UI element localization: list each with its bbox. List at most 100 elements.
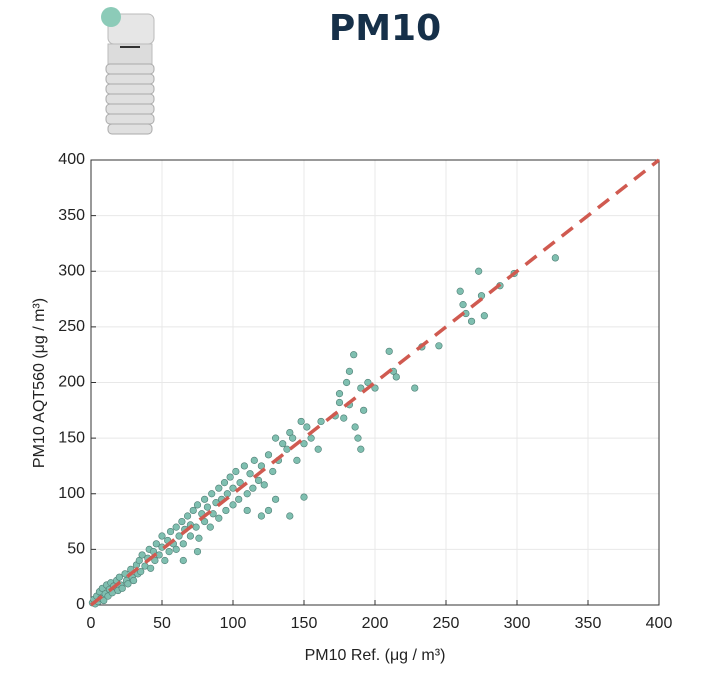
point [235, 495, 243, 503]
point [175, 532, 183, 540]
x-tick-label: 200 [362, 615, 389, 632]
point [456, 287, 464, 295]
point [297, 417, 305, 426]
point [264, 451, 273, 459]
y-tick-label: 250 [58, 318, 85, 335]
point [222, 506, 230, 515]
point [269, 467, 277, 476]
point [459, 301, 467, 309]
y-tick-label: 200 [58, 374, 85, 391]
point [152, 540, 160, 548]
plot-frame [90, 159, 660, 606]
point [158, 532, 166, 540]
point [208, 490, 216, 498]
point [240, 462, 248, 470]
point [350, 351, 358, 359]
point [137, 568, 145, 576]
point [201, 495, 209, 503]
point [257, 512, 266, 520]
x-tick-label: 400 [646, 615, 673, 632]
point [303, 423, 311, 431]
point [343, 378, 351, 387]
y-tick-label: 400 [58, 151, 85, 168]
point [467, 317, 476, 325]
point [193, 501, 202, 509]
point [279, 440, 287, 448]
point [118, 584, 126, 592]
x-tick-label: 150 [291, 615, 318, 632]
y-axis-label: PM10 AQT560 (μg / m³) [31, 298, 48, 468]
point [345, 367, 354, 375]
point [335, 398, 344, 407]
point [243, 490, 251, 498]
point [289, 434, 297, 442]
chart-title: PM10 [329, 8, 441, 49]
point [475, 267, 483, 275]
point [246, 470, 254, 478]
point [193, 547, 202, 556]
point [201, 517, 209, 526]
point [283, 445, 291, 453]
point [166, 527, 175, 536]
point [183, 512, 192, 520]
point [260, 481, 268, 489]
point [307, 434, 315, 442]
point [351, 423, 359, 431]
point [411, 384, 419, 392]
point [232, 467, 240, 476]
point [300, 493, 308, 501]
point [264, 506, 273, 515]
point [357, 384, 365, 392]
point [161, 556, 169, 565]
point [385, 347, 393, 355]
point [215, 484, 223, 492]
point [354, 434, 362, 442]
point [229, 484, 237, 492]
x-tick-label: 100 [220, 615, 247, 632]
x-tick-label: 300 [504, 615, 531, 632]
point [179, 556, 187, 565]
point [172, 523, 180, 531]
point [172, 545, 180, 553]
x-tick-label: 250 [433, 615, 460, 632]
point [250, 456, 258, 464]
point [243, 506, 251, 515]
point [192, 523, 200, 531]
x-tick-label: 50 [153, 615, 171, 632]
point [178, 517, 186, 526]
point [220, 479, 229, 487]
point [138, 551, 146, 559]
point [203, 503, 212, 511]
point [300, 440, 308, 448]
point [286, 428, 294, 437]
point [179, 540, 187, 548]
point [249, 484, 257, 492]
y-tick-label: 150 [58, 429, 85, 446]
x-tick-label: 0 [87, 615, 96, 632]
point [317, 417, 325, 426]
y-tick-label: 50 [67, 541, 85, 558]
point [435, 342, 443, 350]
x-tick-label: 350 [575, 615, 602, 632]
point [314, 445, 322, 453]
point [147, 564, 155, 572]
point [272, 434, 280, 442]
point [186, 532, 194, 540]
sensor-icon [101, 7, 155, 135]
point [551, 254, 559, 262]
x-axis-label: PM10 Ref. (μg / m³) [305, 647, 446, 664]
point [226, 473, 234, 481]
point [340, 414, 348, 422]
point [272, 495, 280, 503]
point [124, 580, 132, 588]
point [236, 479, 244, 487]
point [135, 556, 143, 565]
y-tick-label: 0 [76, 596, 85, 613]
y-tick-label: 100 [58, 485, 85, 502]
point [364, 378, 372, 387]
point [215, 514, 223, 522]
point [115, 573, 123, 581]
point [480, 312, 488, 320]
point [151, 556, 159, 565]
